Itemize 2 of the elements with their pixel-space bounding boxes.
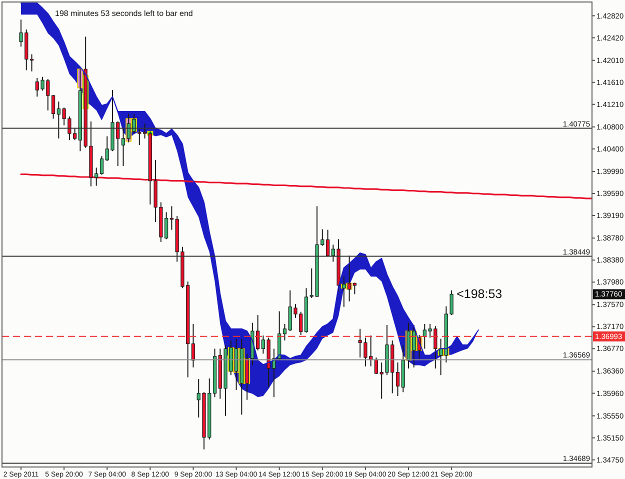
annotation: 198 minutes 53 seconds left to bar end xyxy=(55,9,193,18)
annotation: <198:53 xyxy=(456,287,502,302)
